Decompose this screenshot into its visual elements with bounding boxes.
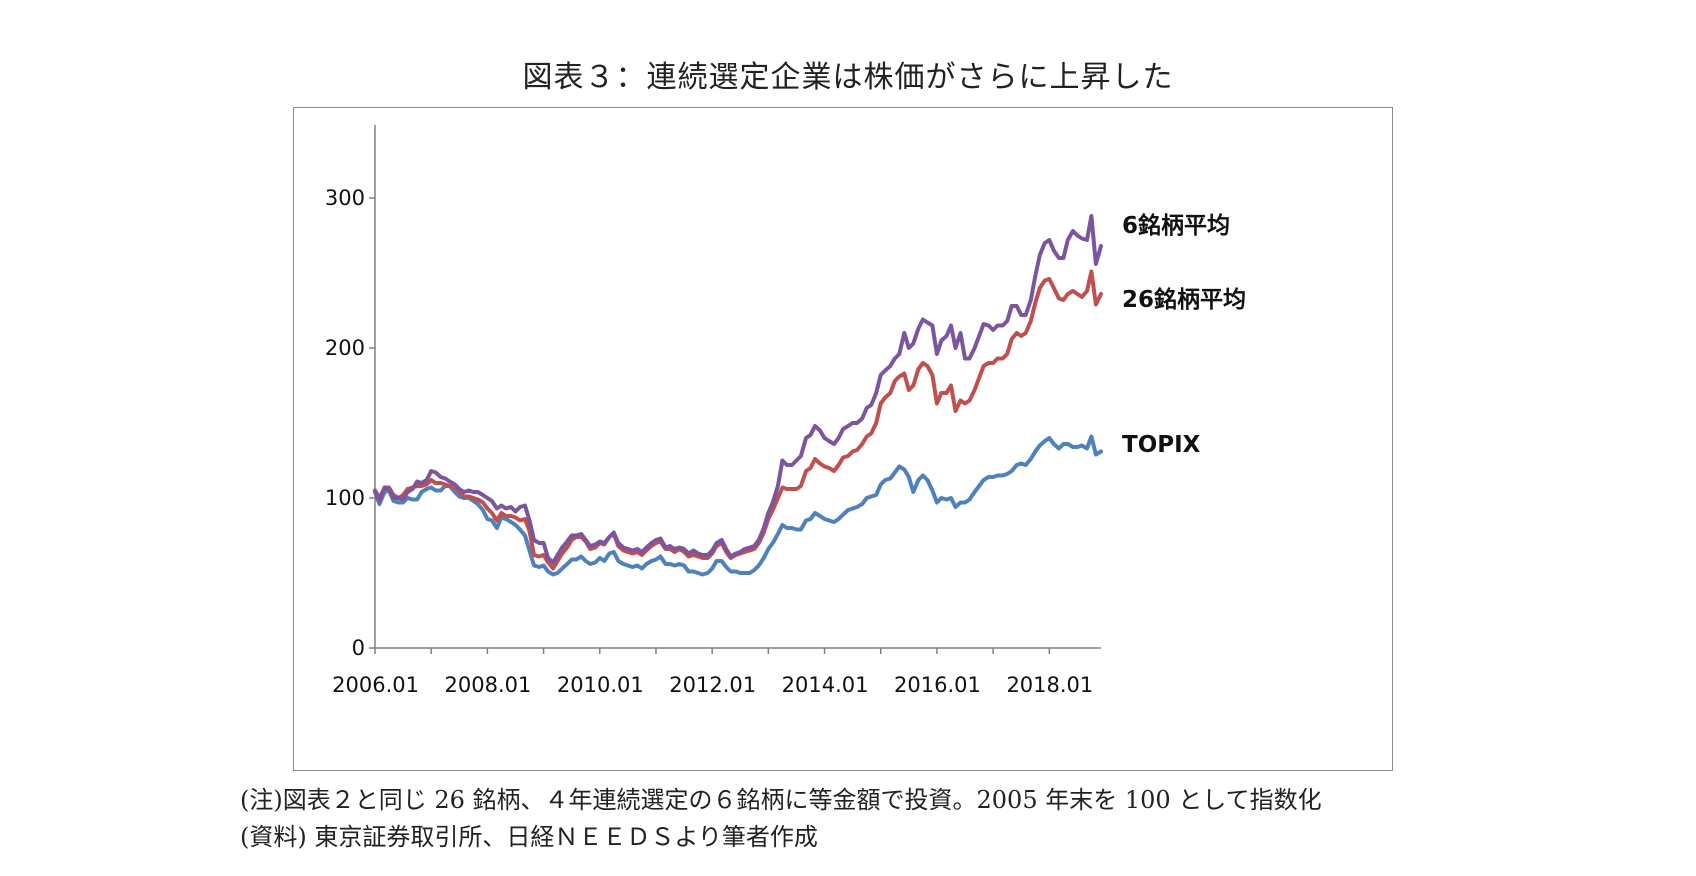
y-tick-label: 200: [325, 336, 365, 360]
chart-title: 図表３：連続選定企業は株価がさらに上昇した: [522, 60, 1174, 95]
series-line-2: [373, 434, 1103, 577]
series-line-0: [373, 214, 1103, 565]
x-tick-label: 2018.01: [1006, 673, 1093, 697]
x-tick-label: 2010.01: [557, 673, 644, 697]
chart-frame: 0 100 200 300 2006.01 2008.01 2010.01 2012.01 20…: [293, 107, 1393, 771]
series-label-0: 6銘柄平均: [1122, 212, 1230, 239]
series-label-2: TOPIX: [1122, 432, 1201, 458]
y-tick-label: 100: [325, 486, 365, 510]
y-tick-label: 0: [352, 636, 365, 660]
x-tick-label: 2006.01: [332, 673, 419, 697]
chart-note: (注)図表２と同じ 26 銘柄、４年連続選定の６銘柄に等金額で投資。2005 年…: [240, 786, 1322, 814]
series-lines: [373, 214, 1103, 577]
x-tick-label: 2016.01: [894, 673, 981, 697]
x-tick-label: 2008.01: [445, 673, 532, 697]
chart-source: (資料) 東京証券取引所、日経ＮＥＥＤＳより筆者作成: [240, 823, 818, 851]
chart-axes: 0 100 200 300 2006.01 2008.01 2010.01 2012.01 20…: [325, 125, 1101, 697]
y-tick-label: 300: [325, 186, 365, 210]
series-line-1: [373, 269, 1103, 571]
x-tick-label: 2014.01: [782, 673, 869, 697]
line-chart: 0 100 200 300 2006.01 2008.01 2010.01 2012.01 20…: [325, 125, 1246, 697]
x-tick-label: 2012.01: [669, 673, 756, 697]
series-labels: 6銘柄平均 26銘柄平均 TOPIX: [1122, 212, 1246, 458]
series-label-1: 26銘柄平均: [1122, 286, 1246, 313]
